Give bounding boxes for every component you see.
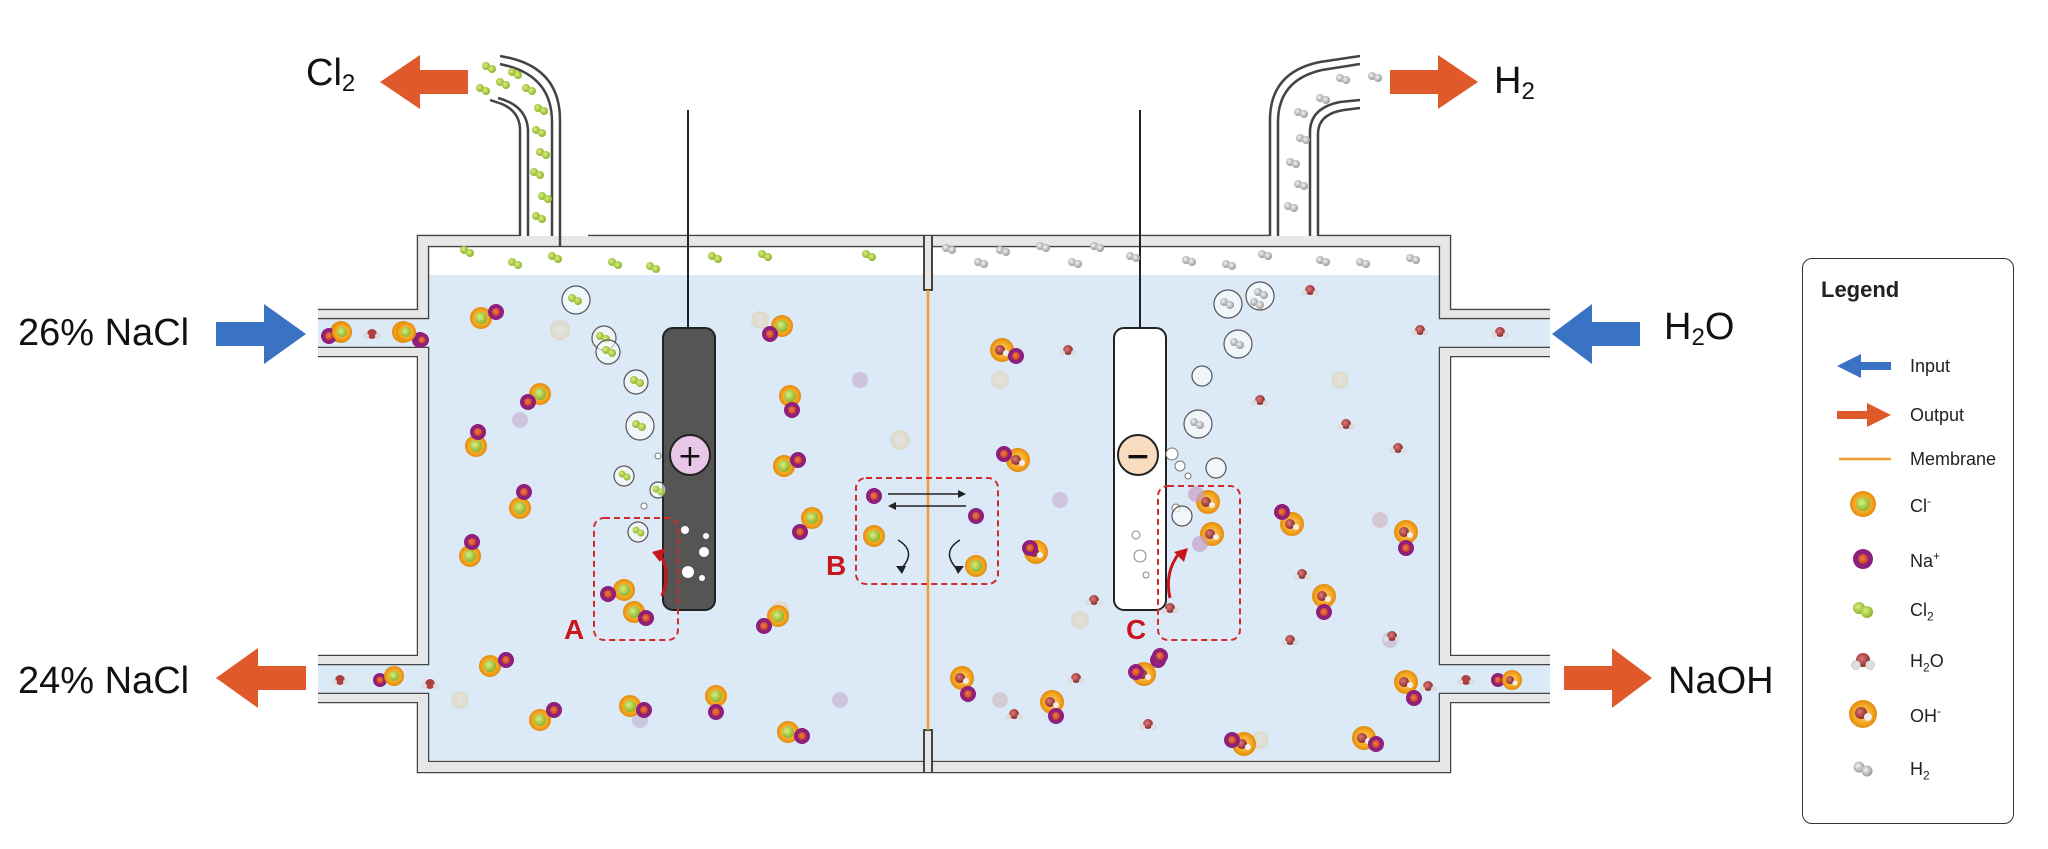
- h2-output-arrow: [1390, 55, 1478, 109]
- legend-membrane-label: Membrane: [1910, 449, 1997, 469]
- naoh-output-label: NaOH: [1668, 660, 1774, 702]
- h2-output-label: H2: [1494, 62, 1535, 104]
- legend-oh-ion-sup: -: [1937, 704, 1941, 718]
- legend-na-ion-sup: +: [1933, 549, 1941, 563]
- nacl-ions-anode-side: [321, 304, 987, 744]
- h2o-label-sub: 2: [1691, 324, 1705, 351]
- naoh-ions-cathode-side: [950, 338, 1522, 756]
- legend-output: Output: [1803, 400, 2013, 430]
- cell-vessel: [318, 54, 1550, 774]
- output-arrow-icon: [1837, 403, 1891, 427]
- box-c-label: C: [1126, 614, 1147, 645]
- legend-cl-ion: Cl-: [1803, 489, 2013, 519]
- legend-h2o-sub: 2: [1923, 660, 1930, 675]
- box-b-label: B: [826, 550, 847, 581]
- h2o-label-tail: O: [1704, 306, 1735, 348]
- legend-cl-ion-main: Cl: [1910, 496, 1927, 516]
- legend-h2-main: H: [1910, 759, 1923, 779]
- sodium-ion-icon: [1853, 549, 1873, 569]
- cathode-sign: −: [1125, 439, 1150, 474]
- legend-cl2-sub: 2: [1927, 609, 1934, 624]
- hydrogen-molecule-icon: [1853, 761, 1873, 777]
- chlorine-molecule-icon: [1853, 602, 1873, 618]
- background-particles: [451, 311, 1398, 749]
- cl2-output-label: Cl2: [306, 54, 355, 96]
- legend-na-ion-main: Na: [1910, 551, 1934, 571]
- box-b: [855, 477, 999, 585]
- legend-na-ion-label: Na+: [1910, 549, 1940, 572]
- h2-label-main: H: [1494, 60, 1522, 102]
- legend-input: Input: [1803, 351, 2013, 381]
- legend-output-label: Output: [1910, 405, 1965, 425]
- box-c: [1157, 485, 1241, 641]
- box-a-label: A: [564, 614, 585, 645]
- h2-molecules: [942, 72, 1420, 270]
- nacl-input-arrow: [216, 304, 306, 364]
- legend-h2o: H2O: [1803, 646, 2013, 676]
- membrane-line-icon: [1839, 457, 1891, 461]
- legend-h2o-tail: O: [1929, 651, 1944, 671]
- hydroxide-ion-icon: [1849, 700, 1877, 728]
- cl2-label-main: Cl: [306, 52, 342, 94]
- legend-cl-ion-sup: -: [1927, 494, 1931, 508]
- cl2-output-arrow: [380, 55, 468, 109]
- box-a: [593, 517, 679, 641]
- legend-cl2-label: Cl2: [1910, 600, 1934, 624]
- nacl-output-label: 24% NaCl: [18, 660, 190, 702]
- legend-h2: H2: [1803, 754, 2013, 784]
- anode: +: [662, 327, 716, 611]
- h2-label-sub: 2: [1521, 78, 1535, 105]
- legend-h2o-label: H2O: [1910, 651, 1944, 675]
- naoh-output-arrow: [1564, 648, 1652, 708]
- chloride-ion-icon: [1850, 491, 1876, 517]
- legend-h2-sub: 2: [1923, 768, 1930, 783]
- legend: Legend Input Output Membrane Cl- Na+: [1802, 258, 2014, 824]
- legend-na-ion: Na+: [1803, 544, 2013, 574]
- legend-cl2-main: Cl: [1910, 600, 1927, 620]
- water-molecule-icon: [1851, 653, 1875, 670]
- h2-bubbles: [1165, 281, 1275, 527]
- legend-h2o-main: H: [1910, 651, 1923, 671]
- legend-membrane: Membrane: [1803, 444, 2013, 474]
- h2o-input-arrow: [1552, 304, 1640, 364]
- legend-cl-ion-label: Cl-: [1910, 494, 1931, 517]
- anode-sign: +: [677, 439, 702, 474]
- cathode: −: [1113, 327, 1167, 611]
- legend-cl2: Cl2: [1803, 595, 2013, 625]
- nacl-output-arrow: [216, 648, 306, 708]
- cl2-bubbles: [561, 285, 667, 543]
- h2o-molecules: [1005, 285, 1509, 730]
- legend-h2-label: H2: [1910, 759, 1930, 783]
- nacl-input-label: 26% NaCl: [18, 312, 190, 354]
- cl2-molecules: [460, 62, 876, 273]
- input-arrow-icon: [1837, 354, 1891, 378]
- legend-oh-ion-label: OH-: [1910, 704, 1941, 727]
- legend-oh-ion: OH-: [1803, 699, 2013, 729]
- legend-title: Legend: [1821, 277, 1900, 302]
- legend-oh-ion-main: OH: [1910, 706, 1937, 726]
- h2o-input-label: H2O: [1664, 308, 1734, 350]
- h2o-label-main: H: [1664, 306, 1692, 348]
- legend-input-label: Input: [1910, 356, 1951, 376]
- cl2-label-sub: 2: [341, 70, 356, 97]
